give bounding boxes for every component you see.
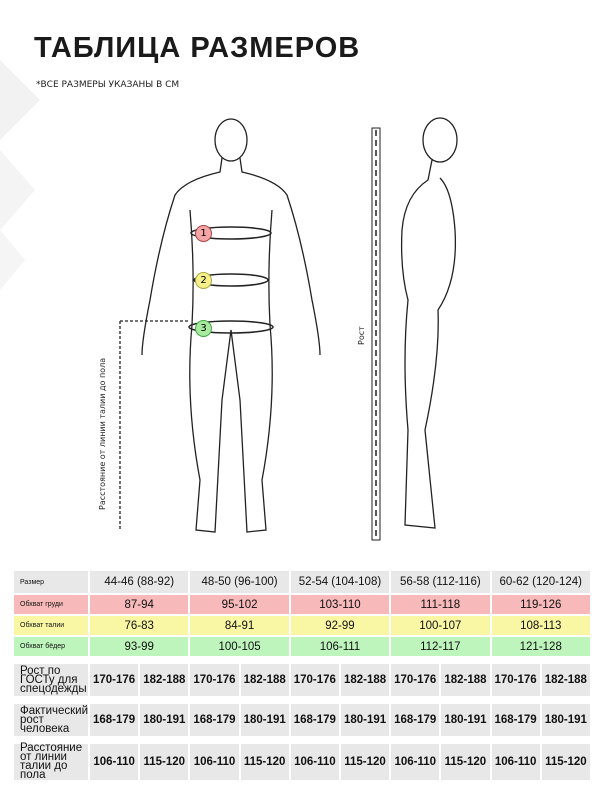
cell: 103-110 (290, 595, 390, 614)
cell: 168-179 (391, 704, 440, 736)
waist-line (193, 273, 269, 287)
cell: 106-110 (290, 744, 339, 780)
cell: 115-120 (140, 744, 189, 780)
cell: 100-105 (190, 637, 289, 656)
row-label: Обхват бёдер (14, 637, 89, 656)
cell: 95-102 (190, 595, 289, 614)
cell: 76-83 (90, 616, 189, 635)
table-row-size: Размер 44-46 (88-92) 48-50 (96-100) 52-5… (14, 571, 590, 593)
chest-line (190, 226, 272, 240)
height-label: Рост (357, 326, 366, 345)
cell: 170-176 (190, 664, 239, 696)
row-label: Фактический рост человека (14, 704, 89, 736)
cell: 168-179 (90, 704, 139, 736)
cell: 87-94 (90, 595, 189, 614)
size-cell: 56-58 (112-116) (391, 571, 490, 593)
cell: 180-191 (340, 704, 390, 736)
table-row-gost: Рост по ГОСТу для спецодежды 170-176 182-1… (14, 664, 590, 696)
cell: 106-110 (391, 744, 440, 780)
cell: 180-191 (140, 704, 189, 736)
cell: 168-179 (491, 704, 540, 736)
row-label: Размер (14, 571, 89, 593)
row-label: Обхват талии (14, 616, 89, 635)
size-cell: 52-54 (104-108) (290, 571, 390, 593)
cell: 112-117 (391, 637, 490, 656)
cell: 106-111 (290, 637, 390, 656)
cell: 182-188 (340, 664, 390, 696)
cell: 182-188 (240, 664, 289, 696)
size-cell: 44-46 (88-92) (90, 571, 189, 593)
size-cell: 60-62 (120-124) (491, 571, 590, 593)
cell: 170-176 (491, 664, 540, 696)
background-triangles (0, 60, 40, 290)
cell: 168-179 (290, 704, 339, 736)
hips-marker: 3 (195, 320, 212, 337)
cell: 115-120 (541, 744, 590, 780)
cell: 180-191 (541, 704, 590, 736)
row-label: Расстояние от линии талии до пола (14, 742, 89, 781)
hips-line (188, 320, 274, 334)
cell: 115-120 (441, 744, 490, 780)
side-figure (400, 117, 458, 529)
cell: 170-176 (290, 664, 339, 696)
cell: 180-191 (240, 704, 289, 736)
cell: 106-110 (491, 744, 540, 780)
cell: 121-128 (491, 637, 590, 656)
cell: 182-188 (441, 664, 490, 696)
cell: 106-110 (90, 744, 139, 780)
table-row-distance: Расстояние от линии талии до пола 106-110… (14, 742, 590, 781)
table-row-hips: Обхват бёдер 93-99 100-105 106-111 112-1… (14, 637, 590, 656)
cell: 182-188 (541, 664, 590, 696)
row-label: Обхват груди (14, 595, 89, 614)
table-row-actual: Фактический рост человека 168-179 180-191 1… (14, 704, 590, 736)
front-figure (141, 118, 321, 533)
page-title: ТАБЛИЦА РАЗМЕРОВ (34, 32, 361, 64)
cell: 180-191 (441, 704, 490, 736)
table-row-chest: Обхват груди 87-94 95-102 103-110 111-11… (14, 595, 590, 614)
cell: 93-99 (90, 637, 189, 656)
body-figures (119, 117, 458, 541)
cell: 100-107 (391, 616, 490, 635)
cell: 84-91 (190, 616, 289, 635)
waist-floor-label: Расстояние от линии талии до пола (98, 357, 107, 510)
cell: 170-176 (90, 664, 139, 696)
cell: 115-120 (340, 744, 390, 780)
cell: 108-113 (491, 616, 590, 635)
waist-floor-line (119, 320, 190, 530)
chest-marker: 1 (195, 225, 212, 242)
cell: 111-118 (391, 595, 490, 614)
cell: 168-179 (190, 704, 239, 736)
row-label: Рост по ГОСТу для спецодежды (14, 664, 89, 696)
waist-marker: 2 (195, 272, 212, 289)
cell: 170-176 (391, 664, 440, 696)
size-table: Размер 44-46 (88-92) 48-50 (96-100) 52-5… (12, 569, 592, 782)
cell: 119-126 (491, 595, 590, 614)
cell: 115-120 (240, 744, 289, 780)
table-row-waist: Обхват талии 76-83 84-91 92-99 100-107 1… (14, 616, 590, 635)
subtitle: *ВСЕ РАЗМЕРЫ УКАЗАНЫ В СМ (36, 80, 180, 90)
cell: 182-188 (140, 664, 189, 696)
cell: 92-99 (290, 616, 390, 635)
size-cell: 48-50 (96-100) (190, 571, 289, 593)
cell: 106-110 (190, 744, 239, 780)
